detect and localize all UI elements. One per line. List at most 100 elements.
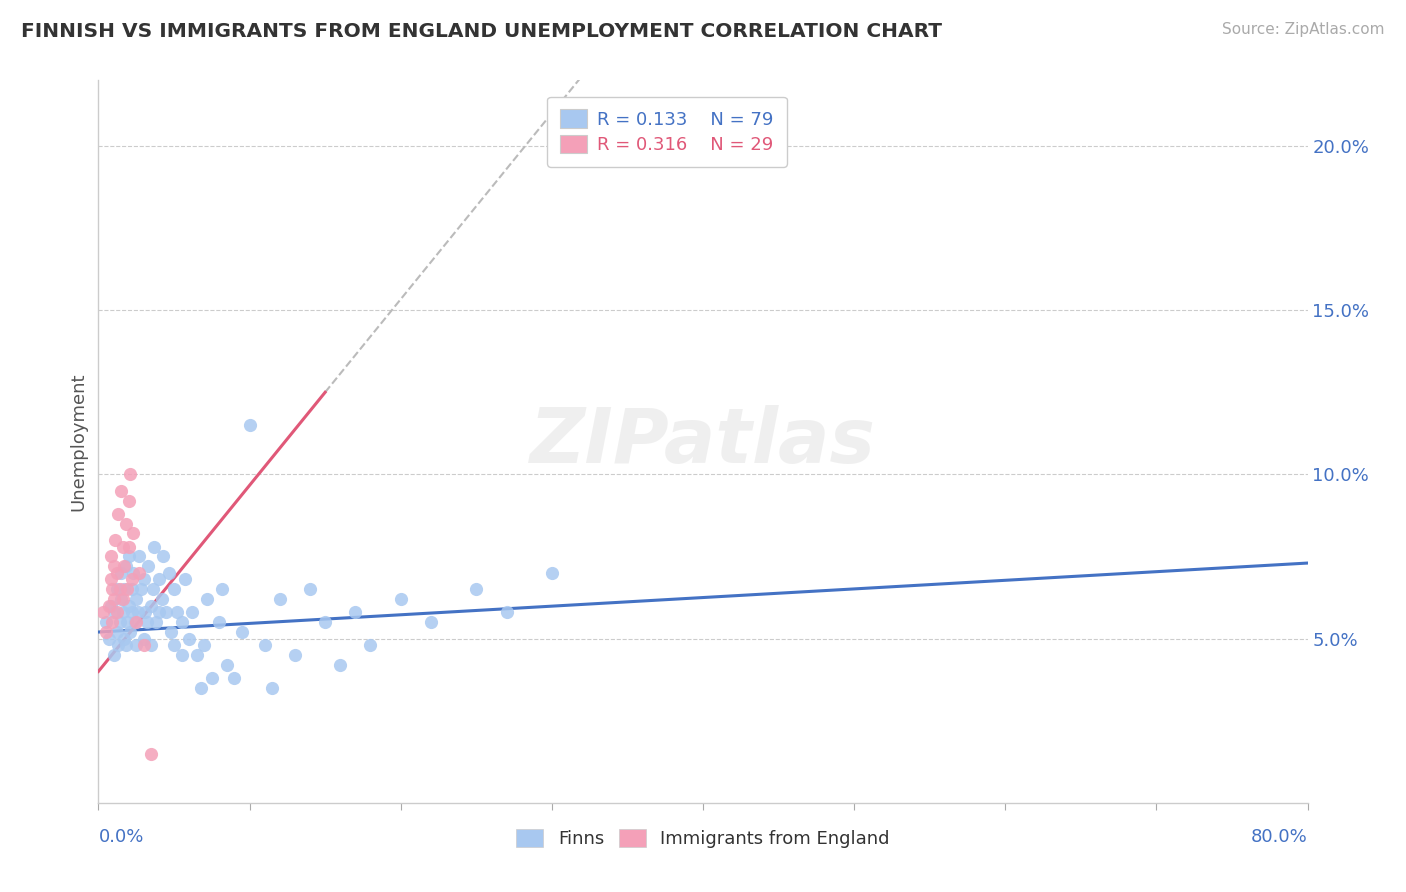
Point xyxy=(112,582,135,597)
Point xyxy=(118,599,141,613)
Point xyxy=(100,599,122,613)
Point xyxy=(142,582,165,597)
Point xyxy=(253,638,276,652)
Point xyxy=(103,605,125,619)
Point xyxy=(118,540,141,554)
Point xyxy=(125,592,148,607)
Point xyxy=(314,615,336,630)
Text: ZIPatlas: ZIPatlas xyxy=(530,405,876,478)
Point xyxy=(101,615,124,630)
Point xyxy=(94,615,117,630)
Point xyxy=(262,681,284,695)
Point xyxy=(108,582,131,597)
Point xyxy=(101,582,124,597)
Point xyxy=(360,638,382,652)
Legend: Finns, Immigrants from England: Finns, Immigrants from England xyxy=(509,822,897,855)
Point xyxy=(132,638,155,652)
Point xyxy=(115,582,138,597)
Text: Source: ZipAtlas.com: Source: ZipAtlas.com xyxy=(1222,22,1385,37)
Point xyxy=(128,566,150,580)
Point xyxy=(121,573,143,587)
Point xyxy=(150,592,173,607)
Point xyxy=(107,638,129,652)
Point xyxy=(125,615,148,630)
Point xyxy=(111,540,134,554)
Point xyxy=(91,605,114,619)
Point xyxy=(98,632,121,646)
Point xyxy=(145,615,167,630)
Text: 80.0%: 80.0% xyxy=(1251,828,1308,846)
Point xyxy=(103,592,125,607)
Text: FINNISH VS IMMIGRANTS FROM ENGLAND UNEMPLOYMENT CORRELATION CHART: FINNISH VS IMMIGRANTS FROM ENGLAND UNEMP… xyxy=(21,22,942,41)
Point xyxy=(135,615,157,630)
Point xyxy=(239,418,262,433)
Point xyxy=(152,549,174,564)
Point xyxy=(134,605,156,619)
Point xyxy=(173,573,195,587)
Point xyxy=(170,648,193,662)
Point xyxy=(141,638,163,652)
Point xyxy=(155,605,177,619)
Point xyxy=(110,592,132,607)
Point xyxy=(115,615,138,630)
Point xyxy=(122,566,145,580)
Point xyxy=(103,648,125,662)
Point xyxy=(108,615,131,630)
Point xyxy=(179,632,201,646)
Point xyxy=(120,467,142,482)
Point xyxy=(114,516,136,531)
Point xyxy=(269,592,291,607)
Point xyxy=(107,507,129,521)
Point xyxy=(100,549,122,564)
Point xyxy=(195,592,218,607)
Point xyxy=(110,566,132,580)
Point xyxy=(125,638,148,652)
Point xyxy=(389,592,412,607)
Point xyxy=(98,599,121,613)
Point xyxy=(136,559,159,574)
Point xyxy=(181,605,204,619)
Point xyxy=(344,605,367,619)
Y-axis label: Unemployment: Unemployment xyxy=(69,372,87,511)
Point xyxy=(114,559,136,574)
Point xyxy=(105,582,128,597)
Point xyxy=(112,559,135,574)
Point xyxy=(129,582,152,597)
Point xyxy=(105,566,128,580)
Point xyxy=(121,605,143,619)
Point xyxy=(193,638,215,652)
Point xyxy=(143,540,166,554)
Point xyxy=(224,671,246,685)
Point xyxy=(231,625,253,640)
Text: 0.0%: 0.0% xyxy=(98,828,143,846)
Point xyxy=(163,638,186,652)
Point xyxy=(122,526,145,541)
Point xyxy=(495,605,517,619)
Point xyxy=(114,638,136,652)
Point xyxy=(111,592,134,607)
Point xyxy=(163,582,186,597)
Point xyxy=(100,573,122,587)
Point xyxy=(103,559,125,574)
Point xyxy=(159,566,181,580)
Point xyxy=(190,681,212,695)
Point xyxy=(329,657,352,672)
Point xyxy=(105,625,128,640)
Point xyxy=(105,605,128,619)
Point xyxy=(141,747,163,761)
Point xyxy=(420,615,443,630)
Point xyxy=(284,648,307,662)
Point xyxy=(124,615,146,630)
Point xyxy=(111,605,134,619)
Point xyxy=(465,582,488,597)
Point xyxy=(160,625,183,640)
Point xyxy=(299,582,322,597)
Point xyxy=(112,632,135,646)
Point xyxy=(118,549,141,564)
Point xyxy=(201,671,224,685)
Point xyxy=(118,493,141,508)
Point xyxy=(148,605,170,619)
Point xyxy=(120,625,142,640)
Point xyxy=(215,657,238,672)
Point xyxy=(128,549,150,564)
